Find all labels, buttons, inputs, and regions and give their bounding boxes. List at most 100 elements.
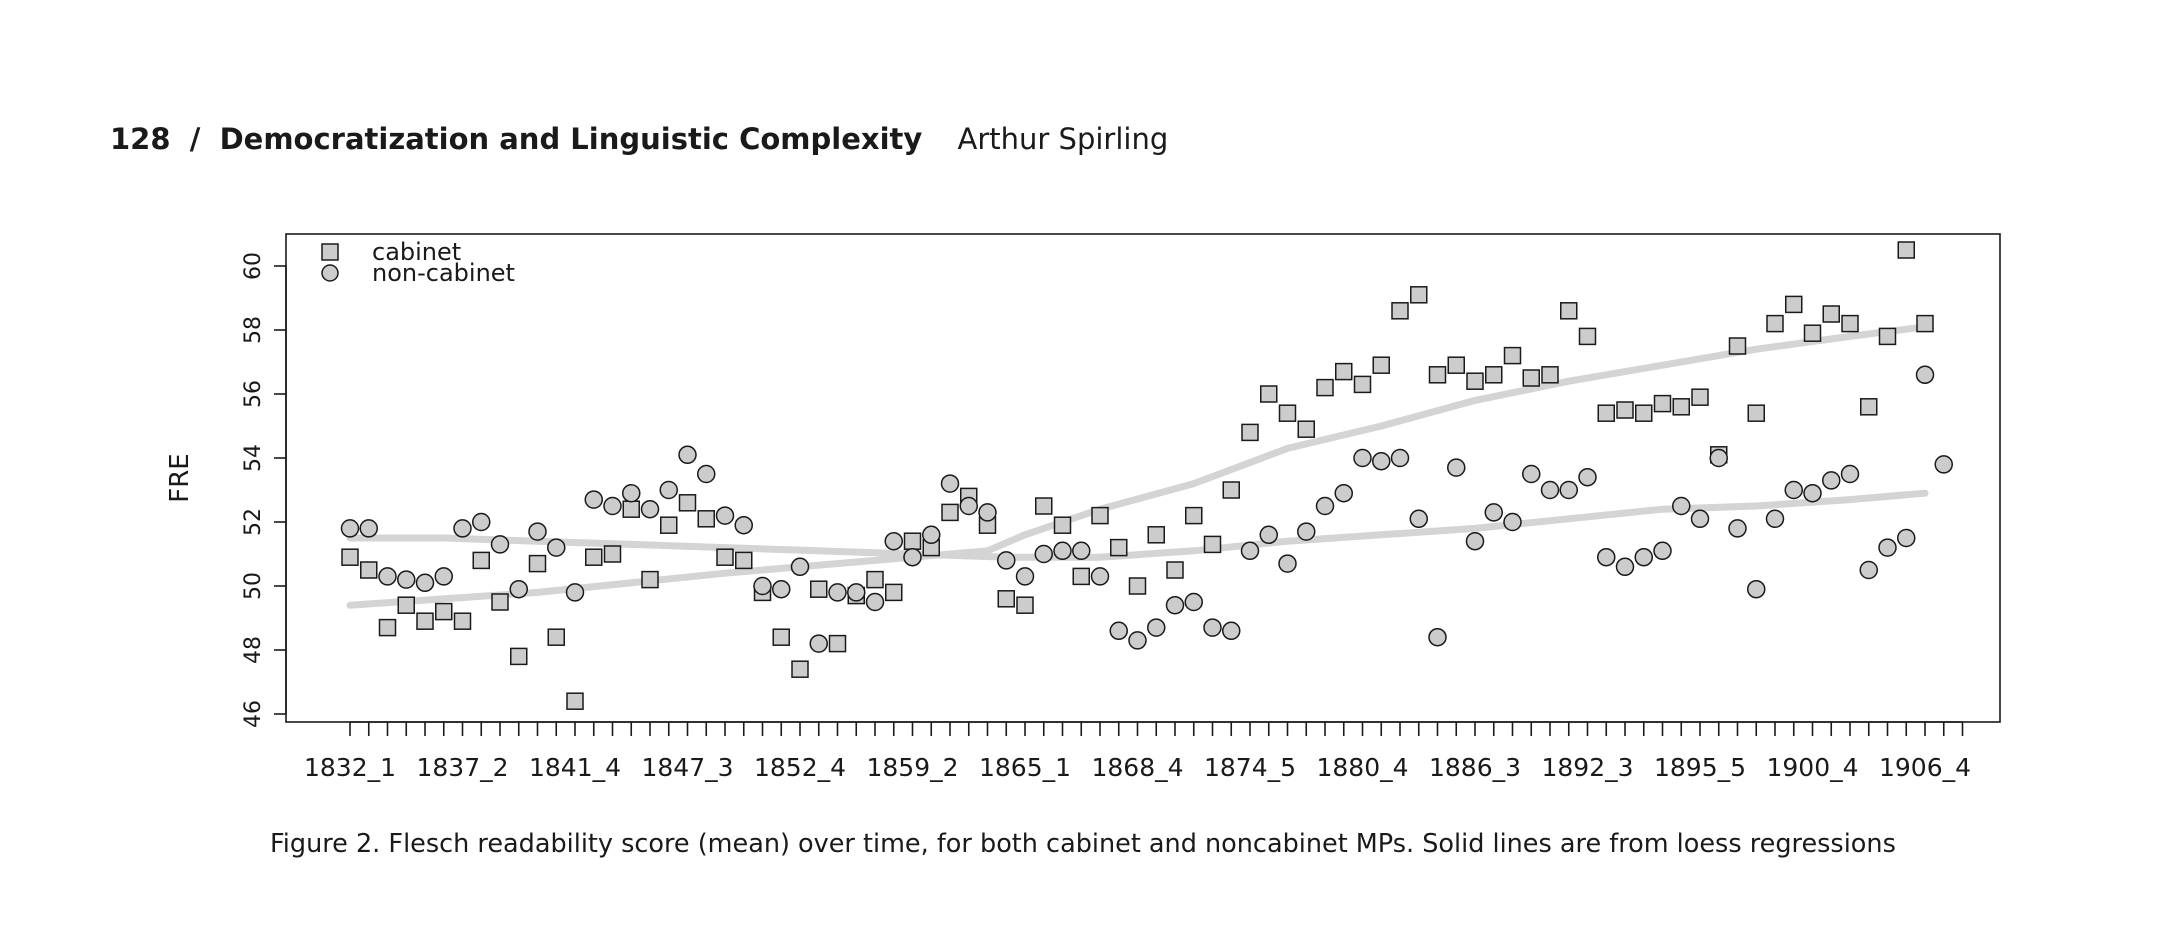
point-non-cabinet [340, 519, 360, 538]
point-cabinet [1391, 302, 1409, 320]
point-non-cabinet [1278, 554, 1297, 573]
point-cabinet [510, 647, 528, 666]
point-cabinet [1447, 356, 1465, 374]
point-cabinet [697, 510, 715, 528]
point-cabinet [1522, 369, 1540, 387]
point-non-cabinet [490, 535, 510, 554]
y-tick-label: 48 [241, 636, 266, 664]
point-cabinet [1128, 577, 1147, 595]
point-cabinet [1110, 538, 1128, 557]
header-separator: / [189, 122, 201, 156]
point-cabinet [1335, 362, 1353, 381]
x-axis: 1832_1 1837_2 1841_4 1847_3 1852_4 1859_2 1865… [304, 721, 1971, 782]
point-non-cabinet [1822, 471, 1841, 490]
point-cabinet [1072, 567, 1090, 586]
point-non-cabinet [1053, 541, 1072, 561]
y-tick-label: 56 [241, 380, 266, 408]
point-non-cabinet [359, 519, 378, 538]
point-non-cabinet [584, 490, 603, 509]
y-tick-label: 46 [241, 700, 266, 728]
point-cabinet [1053, 516, 1072, 534]
point-cabinet [1278, 404, 1297, 422]
point-non-cabinet [884, 531, 903, 551]
figure-caption: Figure 2. Flesch readability score (mean… [270, 829, 1896, 859]
point-non-cabinet [1747, 579, 1766, 599]
point-cabinet [1560, 302, 1578, 320]
point-non-cabinet [1840, 464, 1860, 484]
point-cabinet [1035, 497, 1053, 515]
point-cabinet [735, 551, 753, 570]
point-non-cabinet [922, 525, 941, 545]
x-tick-label: 1880_4 [1316, 753, 1408, 782]
page-number: 128 [110, 122, 171, 156]
point-cabinet [641, 570, 659, 589]
point-cabinet [1766, 314, 1784, 333]
point-non-cabinet [397, 570, 416, 589]
point-cabinet [585, 548, 603, 566]
point-cabinet [1878, 327, 1897, 346]
x-tick-label: 1886_3 [1429, 753, 1521, 782]
point-cabinet [1147, 526, 1165, 544]
point-cabinet [1372, 356, 1390, 374]
point-non-cabinet [1240, 541, 1260, 561]
point-cabinet [1728, 337, 1747, 355]
point-non-cabinet [790, 557, 810, 577]
point-cabinet [397, 596, 415, 614]
point-cabinet [1316, 378, 1334, 397]
point-cabinet [903, 532, 922, 550]
point-non-cabinet [565, 583, 585, 602]
point-cabinet [1203, 535, 1222, 554]
point-cabinet [810, 580, 828, 598]
point-cabinet [1485, 366, 1503, 384]
legend-item-non-cabinet: non-cabinet [321, 259, 515, 287]
point-cabinet [566, 692, 584, 710]
point-cabinet [378, 618, 397, 637]
point-non-cabinet [1878, 538, 1897, 557]
point-non-cabinet [903, 547, 922, 567]
point-cabinet [1653, 394, 1672, 413]
point-non-cabinet [1672, 496, 1691, 516]
x-tick-label: 1895_5 [1654, 753, 1746, 782]
x-tick-label: 1847_3 [641, 753, 733, 782]
point-non-cabinet [1334, 483, 1353, 503]
point-non-cabinet [1015, 567, 1035, 586]
point-non-cabinet [1503, 512, 1522, 532]
loess-line-non-cabinet [346, 489, 1929, 561]
point-non-cabinet [378, 567, 397, 586]
point-non-cabinet [547, 538, 566, 557]
y-axis: 46 48 50 52 54 56 58 60 [241, 252, 287, 728]
point-non-cabinet [1634, 547, 1653, 567]
x-tick-label: 1837_2 [416, 753, 508, 782]
legend-label: cabinet [372, 238, 461, 266]
x-tick-label: 1832_1 [304, 753, 396, 782]
point-cabinet [603, 545, 622, 563]
x-tick-label: 1874_5 [1204, 753, 1296, 782]
x-tick-label: 1852_4 [754, 753, 846, 782]
point-cabinet [997, 590, 1015, 608]
x-tick-label: 1859_2 [866, 753, 958, 782]
point-cabinet [1803, 324, 1822, 342]
point-cabinet [1241, 423, 1259, 442]
point-non-cabinet [1390, 448, 1410, 468]
point-non-cabinet [434, 567, 453, 586]
point-non-cabinet [715, 506, 735, 525]
point-non-cabinet [640, 499, 660, 519]
point-cabinet [1091, 506, 1109, 525]
point-non-cabinet [1259, 525, 1278, 545]
legend-item-cabinet: cabinet [321, 238, 461, 266]
point-non-cabinet [453, 519, 472, 538]
loess-line-cabinet [346, 323, 1929, 609]
point-non-cabinet [678, 445, 697, 465]
point-cabinet [1860, 398, 1878, 416]
point-non-cabinet [1184, 592, 1203, 612]
point-non-cabinet [1522, 464, 1541, 484]
point-cabinet [1616, 401, 1634, 419]
point-non-cabinet [1072, 541, 1091, 561]
point-cabinet [1410, 286, 1428, 304]
point-non-cabinet [1484, 503, 1503, 522]
y-tick-label: 54 [241, 444, 266, 472]
point-cabinet [1897, 241, 1915, 259]
point-cabinet [1578, 327, 1597, 346]
point-non-cabinet [1615, 557, 1635, 577]
